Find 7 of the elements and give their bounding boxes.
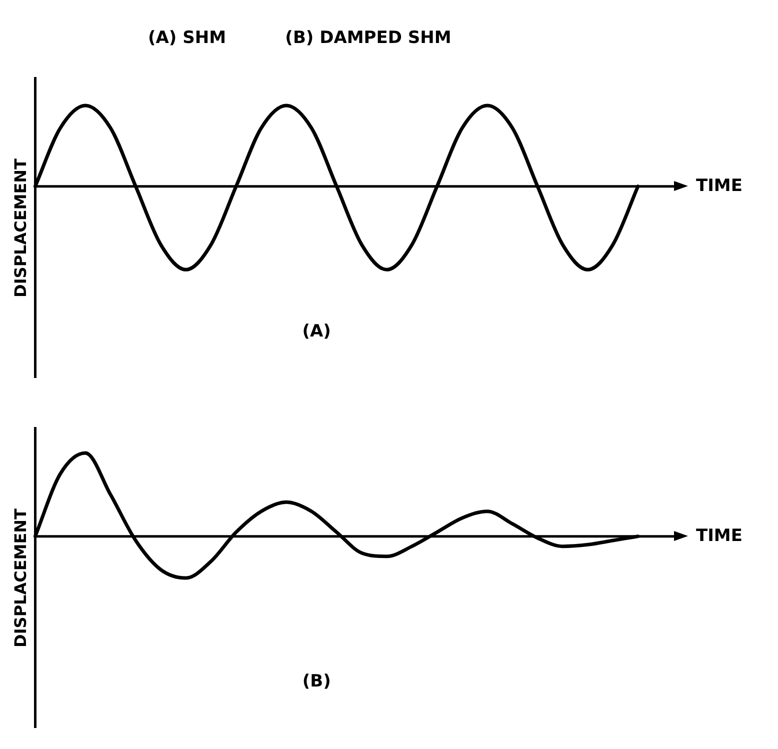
chart-title: (A) SHM (B) DAMPED SHM — [147, 27, 452, 50]
y-axis-title: DISPLACEMENT — [10, 508, 30, 648]
x-axis-title: TIME — [696, 526, 742, 546]
text: (B) — [302, 672, 331, 692]
y-axis-title: DISPLACEMENT — [10, 158, 30, 298]
text: (A) — [302, 322, 331, 342]
x-axis-title: TIME — [696, 176, 742, 196]
